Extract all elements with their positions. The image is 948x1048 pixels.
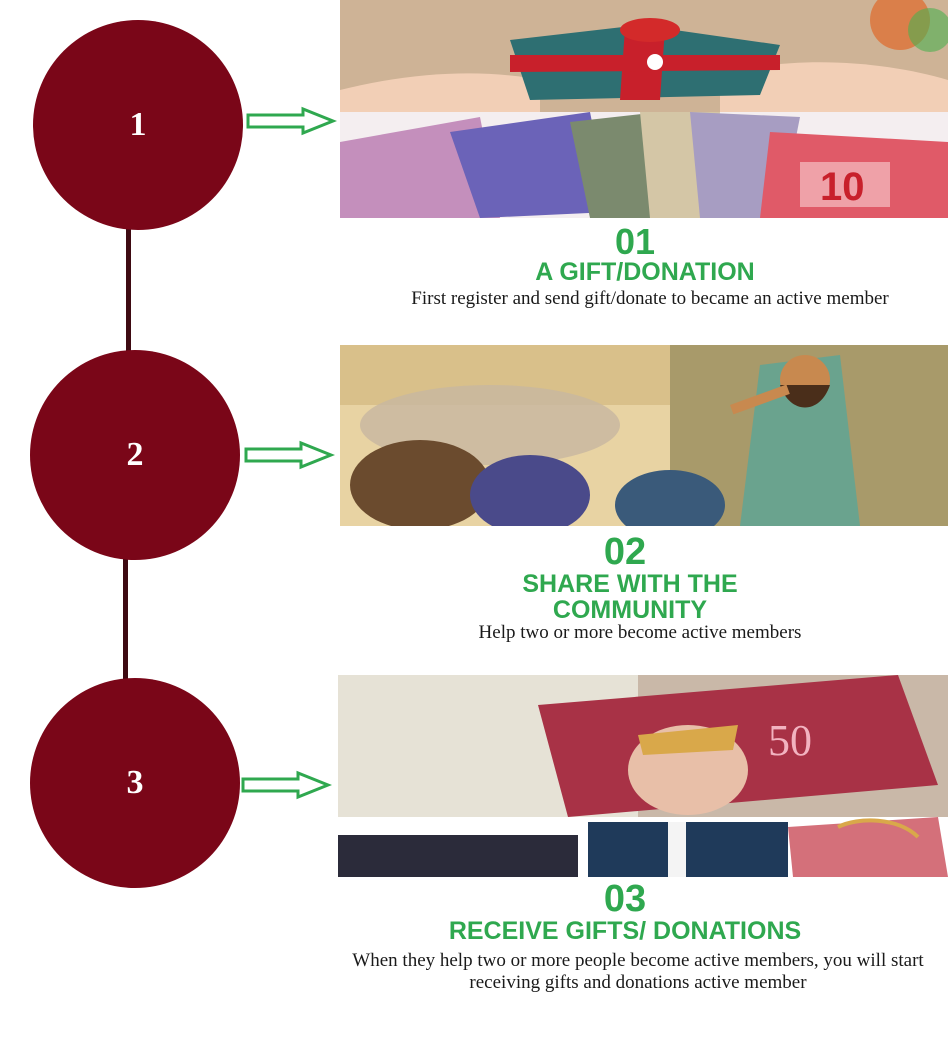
step-3-description: When they help two or more people become… <box>352 950 924 993</box>
step-2-description: Help two or more become active members <box>478 622 802 643</box>
step-2-circle-label: 2 <box>126 436 144 473</box>
right-arrow-icon <box>244 440 335 470</box>
step-3-number: 03 <box>603 878 647 920</box>
right-arrow-icon <box>241 770 332 800</box>
timeline-connector-1-2 <box>126 225 131 355</box>
svg-text:10: 10 <box>820 165 865 209</box>
timeline-connector-2-3 <box>123 550 128 685</box>
banknote-stack-photo: 50 <box>338 675 948 817</box>
step-1-title: A GIFT/DONATION <box>535 258 755 286</box>
banknotes-photo: 10 <box>340 112 948 218</box>
community-illustration <box>340 345 948 526</box>
step-1-circle-label: 1 <box>129 106 147 143</box>
step-3-circle: 3 <box>30 678 240 888</box>
step-2-number: 02 <box>603 531 647 573</box>
step-1-circle: 1 <box>33 20 243 230</box>
svg-text:50: 50 <box>768 716 812 765</box>
gift-box-photo <box>340 0 948 112</box>
step-3-circle-label: 3 <box>126 764 144 801</box>
step-3-title: RECEIVE GIFTS/ DONATIONS <box>448 917 802 945</box>
step-1-description: First register and send gift/donate to b… <box>411 288 889 309</box>
gift-boxes-photo <box>338 817 948 877</box>
step-2-title: SHARE WITH THE COMMUNITY <box>522 570 738 625</box>
right-arrow-icon <box>246 106 337 136</box>
step-1-number: 01 <box>614 221 656 262</box>
step-2-circle: 2 <box>30 350 240 560</box>
